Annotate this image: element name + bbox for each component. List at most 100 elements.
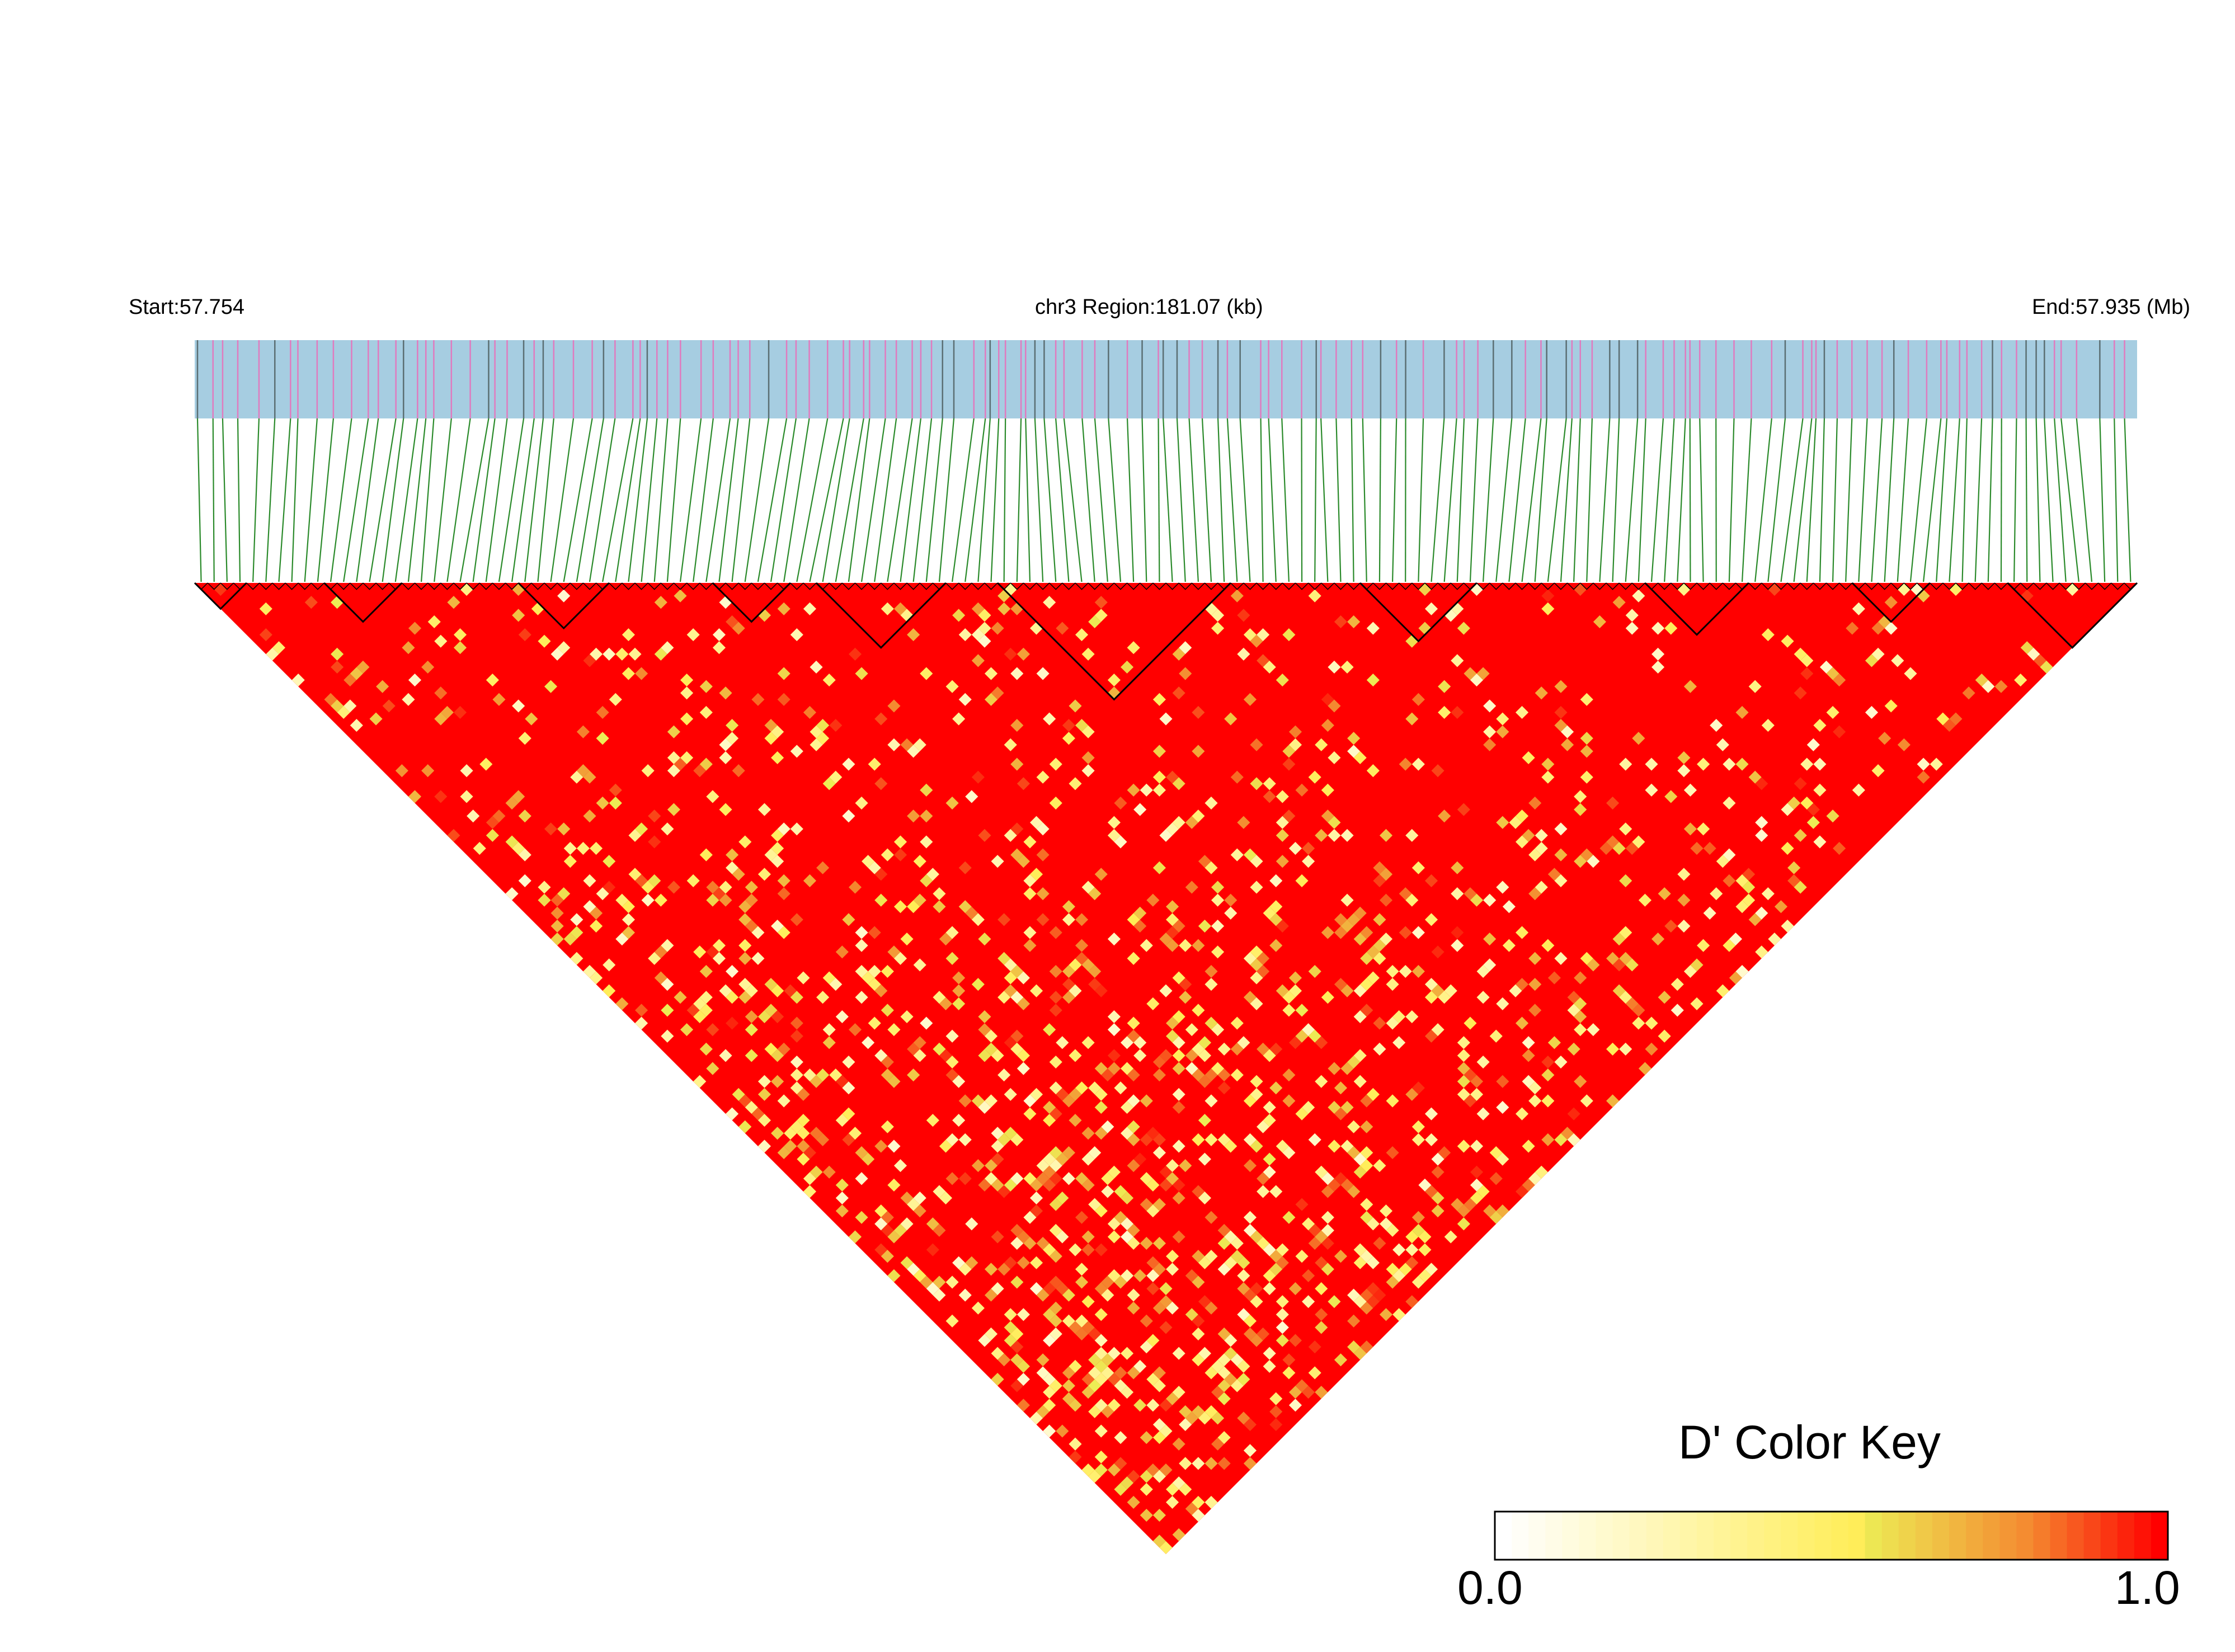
ld-cell: [1250, 1334, 1263, 1347]
ld-cell: [1386, 1016, 1399, 1030]
ld-cell: [1353, 1295, 1367, 1309]
ld-cell: [958, 693, 972, 706]
ld-cell: [1373, 1016, 1386, 1030]
color-key-swatch: [1865, 1512, 1883, 1560]
ld-cell: [1004, 1088, 1017, 1101]
ld-cell: [1431, 1023, 1444, 1037]
ld-cell: [1522, 1140, 1535, 1153]
marker-tick: [1631, 582, 1645, 590]
ld-cell: [1049, 757, 1062, 771]
ld-cell: [686, 874, 700, 887]
ld-cell: [1127, 952, 1140, 965]
ld-cell: [1159, 1178, 1173, 1192]
ld-cell: [1515, 977, 1529, 991]
ld-cell: [1457, 1049, 1470, 1062]
ld-cell: [259, 602, 272, 615]
ld-cell: [984, 1159, 998, 1173]
ld-cell: [486, 816, 499, 829]
ld-cell: [726, 719, 739, 732]
ld-cell: [1697, 939, 1710, 952]
ld-cell: [1179, 1418, 1192, 1432]
ld-cell: [1852, 602, 1865, 615]
ld-cell: [1217, 1223, 1231, 1237]
ld-cell: [1250, 1282, 1263, 1296]
ld-cell: [1560, 738, 1574, 751]
ld-cell: [1535, 829, 1548, 842]
ld-cell: [1457, 1204, 1470, 1218]
ld-cell: [1211, 609, 1225, 622]
ld-cell: [1716, 855, 1729, 868]
ld-cell: [609, 783, 622, 797]
ld-cell: [1794, 881, 1807, 894]
color-key-min-label: 0.0: [1457, 1561, 1523, 1614]
marker-tick: [582, 582, 597, 590]
ld-cell: [427, 615, 441, 629]
ld-cell: [1282, 1094, 1296, 1108]
ld-cell: [1574, 790, 1587, 803]
ld-cell: [1152, 1133, 1166, 1146]
ld-cell: [1081, 1178, 1095, 1192]
ld-cell: [1133, 1269, 1147, 1282]
ld-cell: [661, 977, 674, 991]
ld-cell: [1625, 609, 1639, 622]
ld-cell: [1257, 952, 1270, 965]
ld-cell: [1897, 583, 1911, 596]
ld-cell: [1101, 1172, 1114, 1185]
marker-tick: [1593, 582, 1607, 590]
ld-cell: [1716, 984, 1729, 997]
ld-cell: [1069, 1399, 1082, 1412]
ld-cell: [1217, 1379, 1231, 1392]
color-key-swatch: [1932, 1512, 1950, 1560]
ld-cell: [1269, 1418, 1283, 1432]
ld-cell: [1328, 816, 1341, 829]
marker-tick: [440, 582, 454, 590]
marker-tick: [868, 582, 882, 590]
snp-connector: [1025, 418, 1031, 582]
ld-cell: [893, 952, 907, 965]
ld-cell: [1101, 1276, 1114, 1289]
snp-connector: [537, 418, 554, 582]
ld-cell: [771, 1075, 784, 1088]
ld-cell: [1043, 1023, 1056, 1037]
ld-cell: [1010, 1327, 1024, 1341]
ld-cell: [810, 660, 823, 674]
ld-cell: [1580, 745, 1593, 758]
marker-tick: [466, 582, 480, 590]
ld-cell: [686, 1004, 700, 1017]
ld-cell: [1043, 1334, 1056, 1347]
ld-cell: [1101, 1185, 1114, 1198]
ld-cell: [1127, 1133, 1140, 1146]
ld-cell: [1761, 887, 1775, 901]
ld-cell: [1418, 1243, 1432, 1256]
ld-cell: [1942, 719, 1956, 732]
snp-markers: [196, 340, 2125, 418]
marker-tick: [1735, 582, 1749, 590]
ld-cell: [1172, 1010, 1185, 1023]
ld-cell: [771, 1049, 784, 1062]
ld-cell: [1010, 964, 1024, 978]
ld-cell: [1146, 1127, 1160, 1140]
ld-cell: [997, 1353, 1011, 1367]
ld-cell: [1257, 628, 1270, 642]
ld-cell: [874, 984, 888, 997]
ld-cell: [1243, 1314, 1257, 1328]
ld-cell: [1515, 1107, 1529, 1121]
ld-cell: [887, 1178, 901, 1192]
ld-cell: [978, 1178, 991, 1192]
ld-cell: [1075, 719, 1089, 732]
ld-cell: [1217, 1133, 1231, 1146]
marker-tick: [1489, 582, 1503, 590]
ld-cell: [797, 1114, 810, 1127]
ld-cell: [1677, 751, 1691, 765]
ld-cell: [2065, 583, 2079, 596]
marker-tick: [1942, 582, 1956, 590]
snp-connector: [938, 418, 955, 582]
ld-cell: [434, 712, 448, 726]
ld-cell: [1560, 1127, 1574, 1140]
ld-cell: [1496, 881, 1509, 894]
marker-tick: [725, 582, 739, 590]
ld-cell: [1483, 958, 1497, 972]
ld-cell: [1632, 835, 1645, 849]
ld-cell: [1263, 660, 1276, 674]
ld-cell: [1340, 1178, 1354, 1192]
